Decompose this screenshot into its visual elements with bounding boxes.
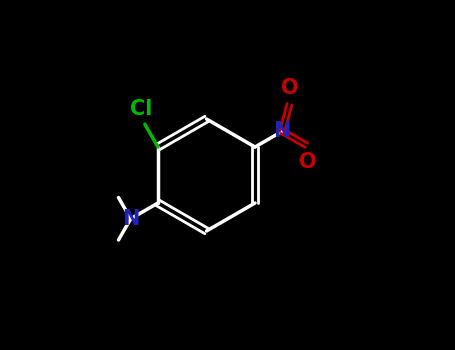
Text: O: O: [281, 78, 298, 98]
Text: N: N: [122, 209, 139, 229]
Text: N: N: [273, 121, 291, 141]
Text: O: O: [299, 152, 317, 172]
Text: Cl: Cl: [130, 99, 152, 119]
